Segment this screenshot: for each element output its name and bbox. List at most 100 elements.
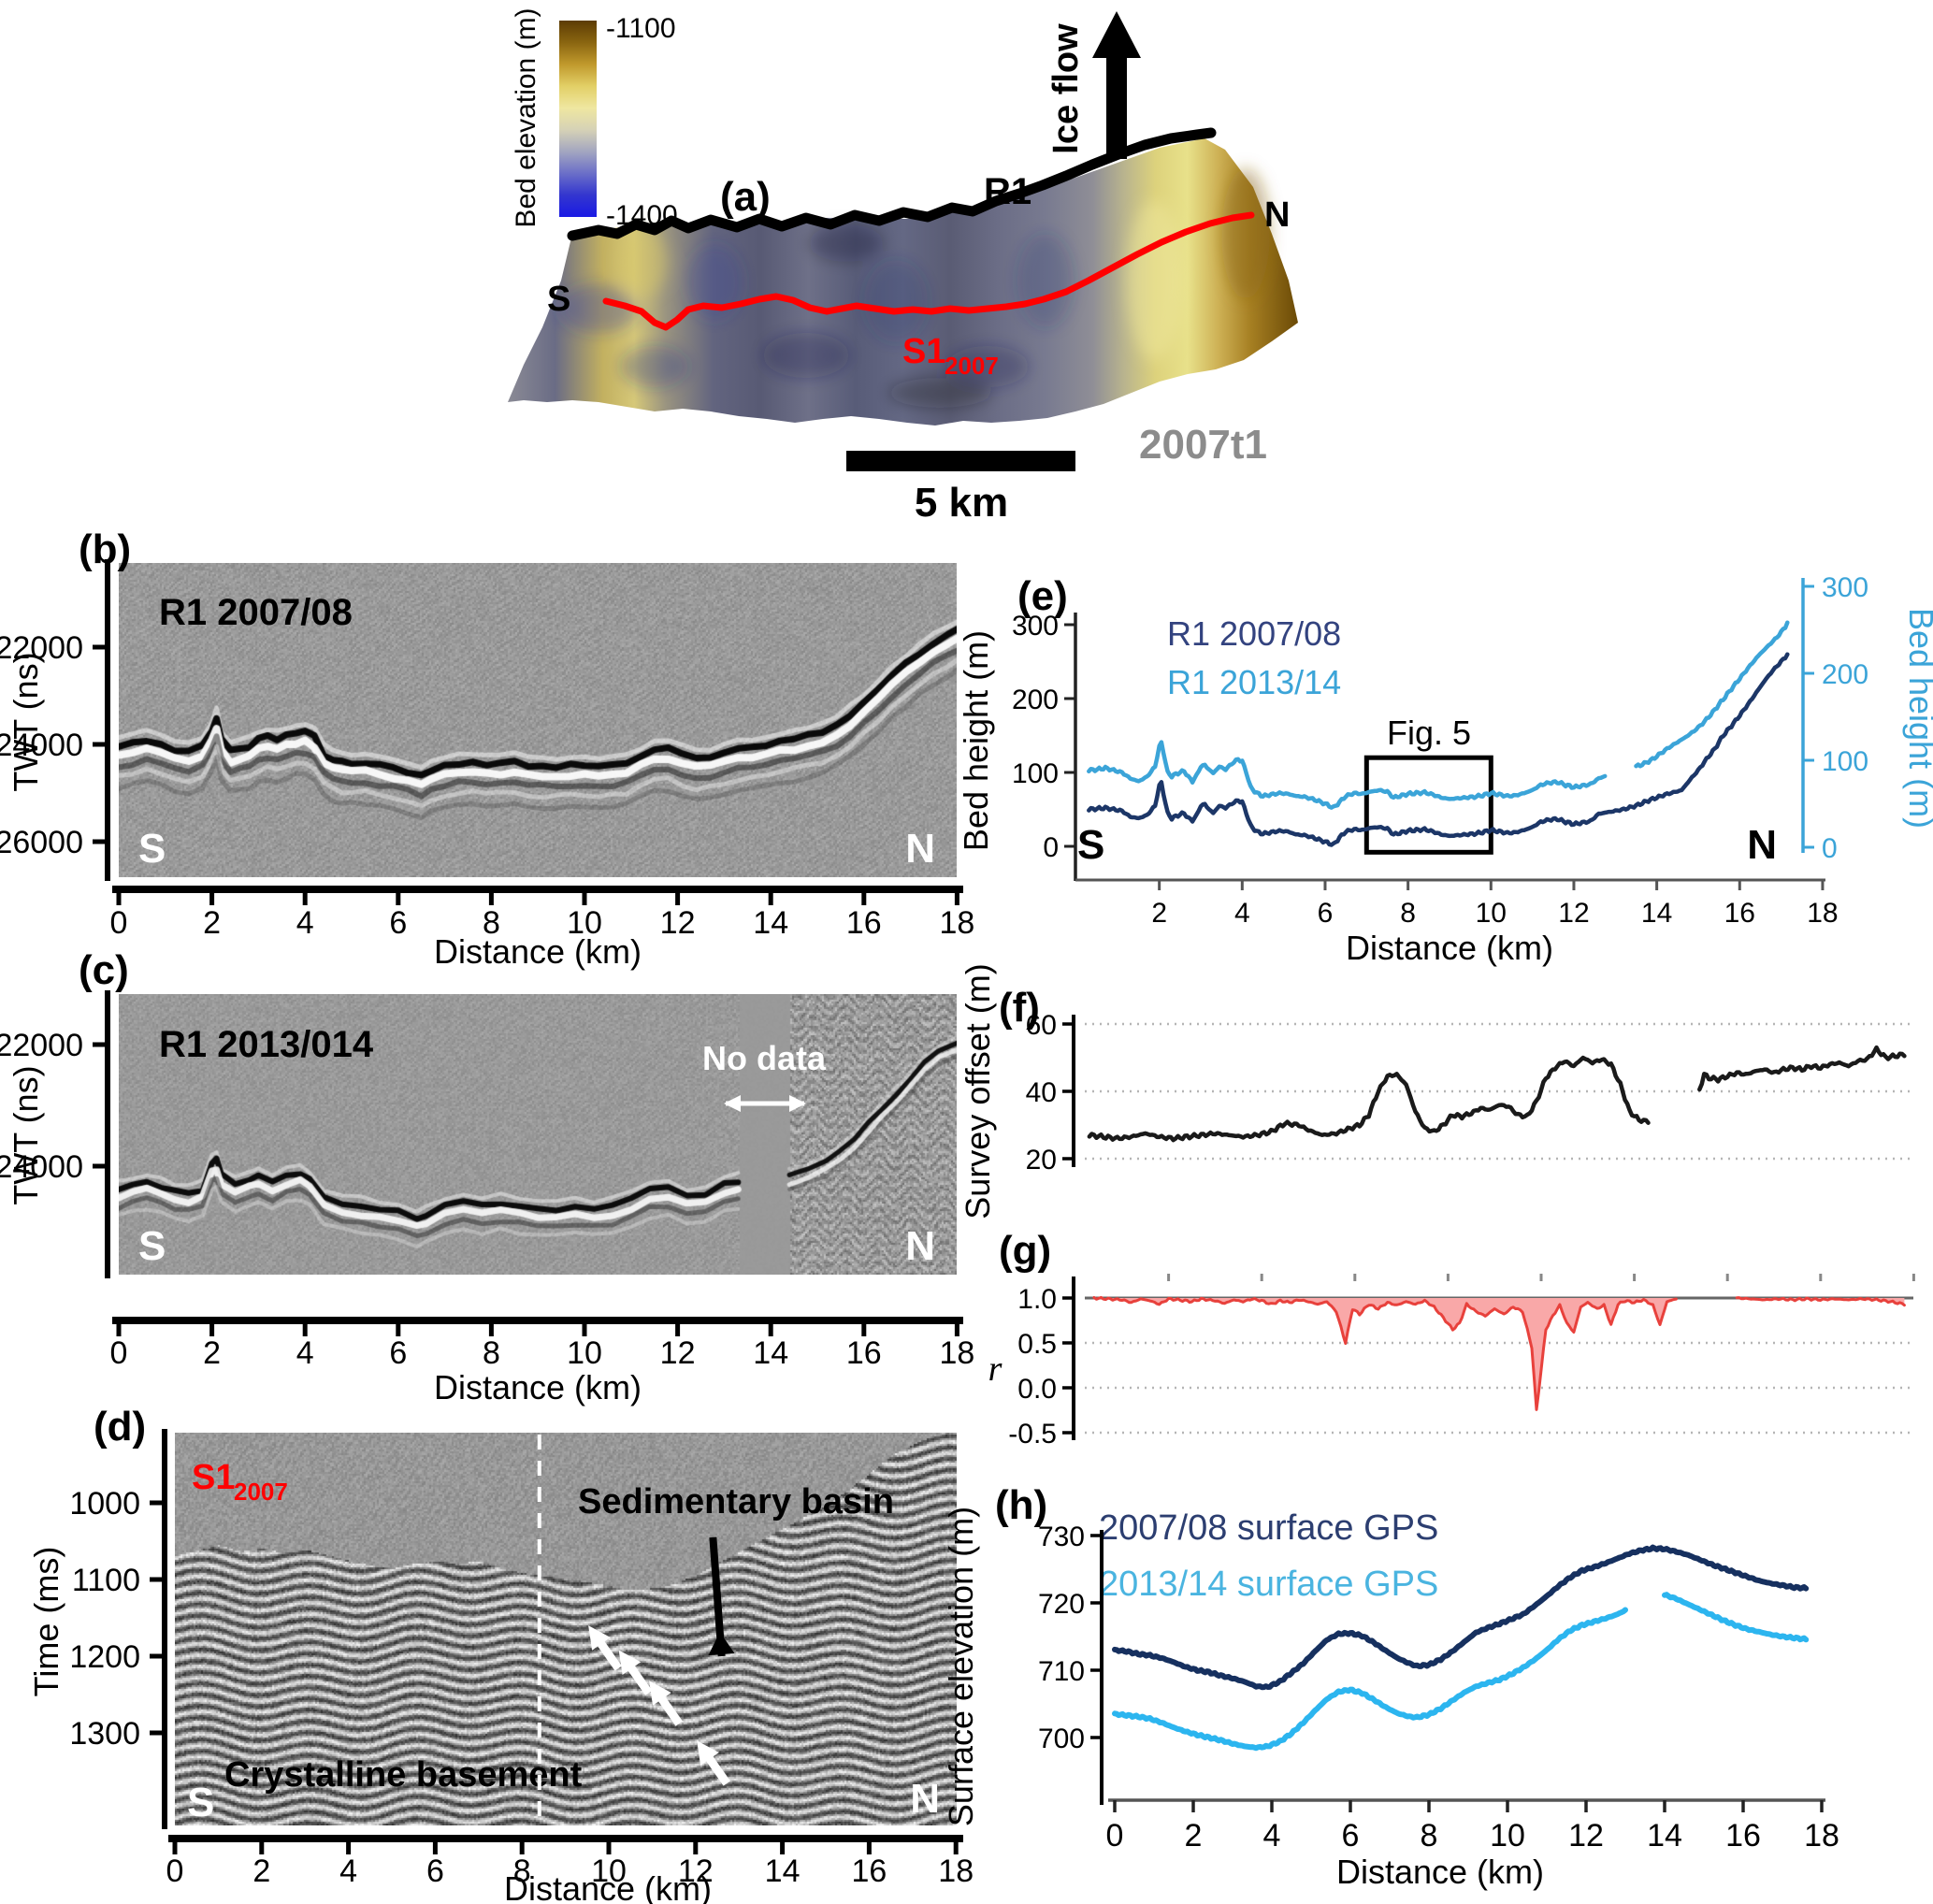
- h-y-tick-label: 720: [1038, 1589, 1085, 1620]
- scale-bar: [846, 451, 1075, 471]
- h-y-tick-label: 730: [1038, 1522, 1085, 1552]
- y-tick-label: 1100: [72, 1563, 140, 1598]
- panel-e-label: (e): [1017, 573, 1068, 619]
- panel-h-xlabel: Distance (km): [1336, 1853, 1544, 1891]
- s1-transect-label: S1: [902, 332, 945, 371]
- e-y-tick-label: 0: [1043, 832, 1059, 863]
- h-x-tick-label: 4: [1263, 1818, 1281, 1854]
- panel-d-title-s1: S1: [192, 1458, 235, 1497]
- colorbar-gradient: [559, 21, 597, 217]
- e-x-tick-label: 14: [1641, 898, 1672, 929]
- h-y-tick-label: 700: [1038, 1724, 1085, 1754]
- h-x-tick-label: 16: [1725, 1818, 1761, 1854]
- x-tick-label: 8: [483, 1335, 500, 1371]
- survey-offset-series: [1697, 1045, 1907, 1092]
- e-x-tick-label: 12: [1558, 898, 1589, 929]
- survey-offset-series: [1087, 1055, 1651, 1143]
- x-tick-label: 10: [567, 1335, 602, 1371]
- track-2007t1-label: 2007t1: [1139, 422, 1267, 468]
- panel-g-ylabel: r: [988, 1349, 1003, 1389]
- h-x-tick-label: 2: [1185, 1818, 1203, 1854]
- panel-c-label: (c): [79, 947, 129, 993]
- north-label-c: N: [905, 1223, 935, 1269]
- panel-c-axes: 22000 24000 0 2 4 6 8 10 12 14 16 18: [0, 990, 974, 1371]
- y-tick-label: 1200: [69, 1639, 140, 1675]
- h-x-tick-label: 10: [1490, 1818, 1525, 1854]
- x-tick-label: 8: [513, 1854, 531, 1889]
- f-y-tick-label: 60: [1026, 1010, 1057, 1041]
- seismogram-d-canvas: [175, 1433, 957, 1825]
- x-tick-label: 16: [846, 1335, 882, 1371]
- panel-h-plot: 730 720 710 700 0 2 4 6 8 10 12 14 16 18: [1038, 1522, 1839, 1854]
- f-y-tick-label: 20: [1026, 1145, 1057, 1176]
- surface-elevation-series: [1112, 1607, 1628, 1752]
- panel-e-ylabel-left: Bed height (m): [957, 630, 995, 851]
- panel-b-title: R1 2007/08: [159, 592, 353, 633]
- x-tick-label: 12: [660, 905, 696, 941]
- s1-track-line: [602, 211, 1255, 331]
- no-data-label: No data: [702, 1039, 827, 1077]
- h-x-tick-label: 0: [1106, 1818, 1124, 1854]
- x-tick-label: 6: [389, 905, 407, 941]
- e-y-tick-label: 200: [1012, 685, 1059, 715]
- x-tick-label: 2: [252, 1854, 270, 1889]
- legend-h-2013: 2013/14 surface GPS: [1099, 1565, 1438, 1604]
- bed-elevation-colorbar: [559, 21, 597, 217]
- colorbar-top-label: -1100: [606, 13, 676, 44]
- panel-g-correlation-chart: (g) r 1.0 0.5 0.0 -0.5: [988, 1228, 1915, 1450]
- south-label-b: S: [138, 826, 166, 872]
- panel-f-label: (f): [999, 985, 1040, 1031]
- panel-d-annotations: [537, 1435, 735, 1824]
- legend-e-2013: R1 2013/14: [1167, 663, 1341, 701]
- y-tick-label: 22000: [0, 630, 83, 666]
- g-y-tick-label: 0.0: [1017, 1374, 1057, 1405]
- x-tick-label: 18: [939, 1335, 974, 1371]
- panel-b-radargram-2007: (b) R1 2007/08 TWT (ns) Distance (km) S …: [0, 526, 974, 971]
- y-tick-label: 22000: [0, 1028, 83, 1063]
- bed-height-series: [1634, 620, 1790, 769]
- panel-g-plot: 1.0 0.5 0.0 -0.5: [1008, 1274, 1915, 1450]
- legend-h-2007: 2007/08 surface GPS: [1099, 1508, 1438, 1548]
- y-tick-label: 24000: [0, 1149, 83, 1185]
- e-x-tick-label: 10: [1476, 898, 1507, 929]
- h-x-tick-label: 12: [1568, 1818, 1604, 1854]
- x-tick-label: 10: [591, 1854, 627, 1889]
- x-tick-label: 0: [166, 1854, 184, 1889]
- s1-transect-sub: 2007: [945, 352, 999, 380]
- surface-elevation-series: [1112, 1544, 1810, 1691]
- north-label-e: N: [1747, 822, 1777, 868]
- panel-h-label: (h): [995, 1482, 1047, 1528]
- colorbar-bottom-label: -1400: [606, 200, 678, 231]
- panel-f-survey-offset-chart: (f) Survey offset (m) 60 40 20: [959, 963, 1913, 1219]
- x-tick-label: 12: [678, 1854, 714, 1889]
- x-tick-label: 14: [753, 1335, 788, 1371]
- r1-track-line: [567, 127, 1217, 241]
- north-label-a: N: [1264, 195, 1290, 235]
- scale-bar-label: 5 km: [915, 480, 1008, 526]
- x-tick-label: 8: [483, 905, 500, 941]
- sediment-layer-arrow-icon: [588, 1625, 622, 1671]
- north-label-d: N: [910, 1776, 940, 1822]
- x-tick-label: 16: [846, 905, 882, 941]
- correlation-fill: [1093, 1297, 1677, 1410]
- e-x-tick-label: 4: [1234, 898, 1250, 929]
- x-tick-label: 4: [296, 905, 314, 941]
- e-right-tick-label: 300: [1822, 572, 1868, 603]
- no-data-arrow-head-right: [789, 1095, 806, 1112]
- panel-a-label: (a): [720, 174, 771, 220]
- sedimentary-basin-label: Sedimentary basin: [578, 1482, 894, 1522]
- panel-e-ylabel-right: Bed height (m): [1902, 608, 1933, 829]
- south-label-c: S: [138, 1223, 166, 1269]
- south-label-a: S: [547, 280, 570, 319]
- h-x-tick-label: 8: [1421, 1818, 1438, 1854]
- e-x-tick-label: 8: [1400, 898, 1416, 929]
- x-tick-label: 4: [339, 1854, 357, 1889]
- correlation-line: [1735, 1296, 1906, 1307]
- g-y-tick-label: 1.0: [1017, 1284, 1057, 1315]
- panel-c-ylabel: TWT (ns): [7, 1065, 45, 1204]
- h-y-tick-label: 710: [1038, 1656, 1085, 1687]
- no-data-arrow-head-left: [724, 1095, 741, 1112]
- x-tick-label: 6: [426, 1854, 444, 1889]
- panel-c-title: R1 2013/014: [159, 1024, 374, 1065]
